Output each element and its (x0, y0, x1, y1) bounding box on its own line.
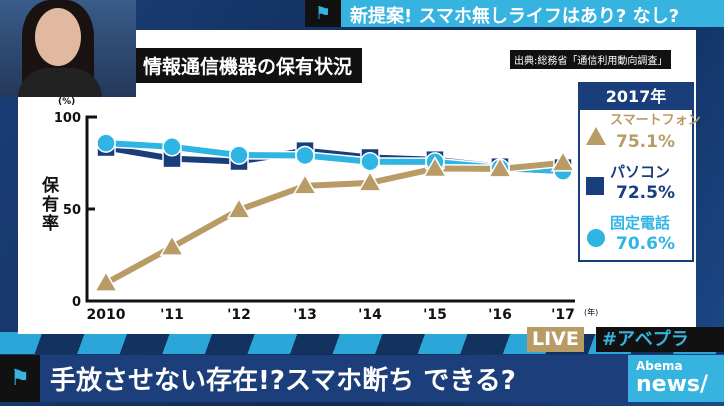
data-point-triangle (487, 156, 513, 178)
header-bar (305, 0, 724, 27)
triangle-icon (586, 127, 606, 145)
data-point-circle (295, 145, 315, 166)
x-tick-label: '13 (293, 307, 317, 323)
x-tick-label: '11 (160, 307, 184, 323)
y-tick-label: 50 (63, 203, 81, 218)
y-tick-label: 100 (54, 111, 81, 126)
x-tick-label: '12 (227, 307, 251, 323)
live-badge: LIVE (527, 327, 584, 352)
data-point-circle (360, 151, 380, 172)
x-tick-label: '16 (488, 307, 512, 323)
x-tick-label: '17 (551, 307, 575, 323)
header-title: 新提案! スマホ無しライフはあり? なし? (350, 6, 680, 27)
y-axis-label: 保有率 (38, 176, 58, 233)
legend-year: 2017年 (580, 84, 692, 110)
data-point-circle (229, 145, 249, 165)
presenter-video (0, 0, 136, 97)
lower-third-bar (0, 355, 724, 402)
chart-title: 情報通信機器の保有状況 (133, 48, 363, 83)
x-axis-unit: (年) (584, 307, 598, 317)
y-unit: (%) (58, 97, 75, 107)
legend: 2017年 スマートフォン 75.1% パソコン 72.5% 固定電話 70.6… (578, 82, 701, 263)
data-point-triangle (357, 170, 383, 192)
data-point-triangle (550, 150, 576, 172)
x-tick-label: '15 (423, 307, 447, 323)
y-tick-label: 0 (72, 295, 81, 310)
data-point-triangle (292, 173, 318, 195)
data-point-triangle (93, 270, 119, 292)
circle-icon (587, 229, 605, 247)
data-point-triangle (226, 197, 252, 219)
x-tick-label: 2010 (87, 307, 126, 323)
square-icon (586, 177, 604, 195)
data-point-triangle (159, 234, 185, 256)
data-point-triangle (422, 156, 448, 178)
hashtag-badge: #アベプラ (596, 327, 724, 352)
data-point-circle (162, 137, 182, 157)
legend-item-landline: 固定電話 70.6% (580, 212, 692, 263)
flag-icon: ⚑ (305, 0, 341, 27)
series-line-triangle (104, 159, 564, 286)
x-tick-label: '14 (358, 307, 382, 323)
abema-news-logo: Abema news/ (628, 355, 724, 402)
legend-item-pc: パソコン 72.5% (580, 161, 692, 212)
lower-third-text: 手放させない存在!?スマホ断ち できる? (50, 366, 516, 396)
series-outline (103, 158, 564, 288)
data-point-circle (96, 133, 116, 153)
flag-icon: ⚑ (0, 355, 40, 402)
legend-item-smartphone: スマートフォン 75.1% (580, 110, 701, 161)
source-label: 出典:総務省「通信利用動向調査」 (510, 50, 672, 69)
